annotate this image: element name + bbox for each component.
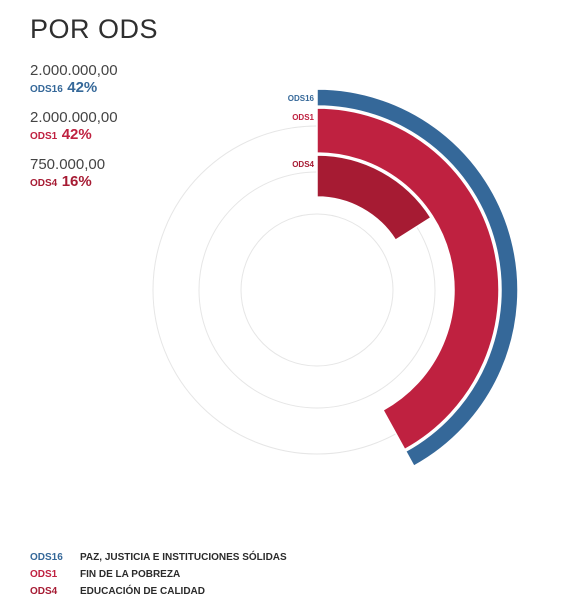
radial-bar-ods16 [316, 88, 519, 468]
legend: ODS16 PAZ, JUSTICIA E INSTITUCIONES SÓLI… [30, 549, 287, 600]
legend-code: ODS4 [30, 586, 58, 597]
summary-code: ODS16 [30, 84, 63, 95]
chart-title: POR ODS [30, 14, 159, 44]
summary-amount: 2.000.000,00 [30, 62, 118, 79]
summary-percent: 16% [61, 173, 92, 190]
legend-item-ods4: ODS4 EDUCACIÓN DE CALIDAD [30, 583, 287, 600]
summary-amount: 2.000.000,00 [30, 109, 118, 126]
legend-name: EDUCACIÓN DE CALIDAD [80, 586, 205, 597]
track-circle-3 [240, 213, 394, 367]
legend-name: FIN DE LA POBREZA [80, 569, 181, 580]
bar-label-ods4: ODS4 [292, 160, 314, 169]
legend-item-ods1: ODS1 FIN DE LA POBREZA [30, 566, 287, 583]
summary-amount: 750.000,00 [30, 156, 106, 173]
bar-label-ods16: ODS16 [288, 94, 315, 103]
summary-list: 2.000.000,00 ODS16 42% 2.000.000,00 ODS1… [30, 62, 230, 203]
summary-item-ods16: 2.000.000,00 ODS16 42% [30, 62, 230, 99]
legend-code: ODS1 [30, 569, 58, 580]
legend-item-ods16: ODS16 PAZ, JUSTICIA E INSTITUCIONES SÓLI… [30, 549, 287, 566]
summary-percent: 42% [61, 126, 92, 143]
summary-code: ODS1 [30, 131, 58, 142]
summary-code: ODS4 [30, 178, 58, 189]
bar-label-ods1: ODS1 [292, 113, 314, 122]
radial-bar-ods1 [316, 107, 500, 451]
summary-percent: 42% [67, 79, 98, 96]
summary-item-ods4: 750.000,00 ODS4 16% [30, 156, 230, 193]
legend-name: PAZ, JUSTICIA E INSTITUCIONES SÓLIDAS [80, 552, 287, 563]
radial-bar-ods4 [316, 154, 433, 242]
legend-code: ODS16 [30, 552, 63, 563]
summary-item-ods1: 2.000.000,00 ODS1 42% [30, 109, 230, 146]
